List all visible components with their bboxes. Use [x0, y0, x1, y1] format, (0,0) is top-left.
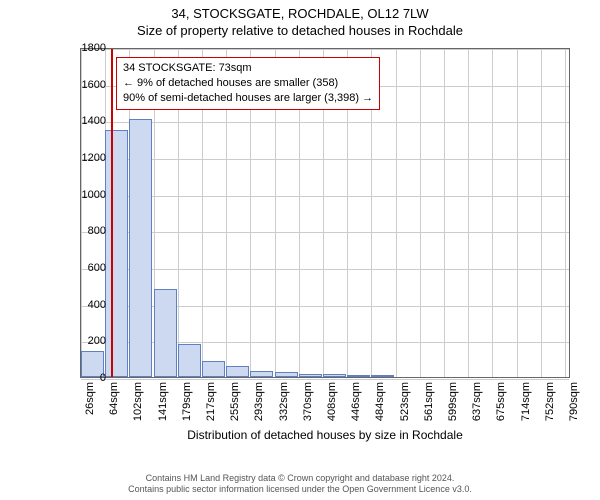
- histogram-bar: [371, 375, 394, 377]
- x-axis-label: Distribution of detached houses by size …: [80, 428, 570, 442]
- histogram-bar: [154, 289, 177, 377]
- histogram-bar: [129, 119, 152, 378]
- y-tick-label: 1200: [66, 152, 106, 164]
- title-subtitle: Size of property relative to detached ho…: [0, 23, 600, 38]
- annotation-box: 34 STOCKSGATE: 73sqm← 9% of detached hou…: [116, 57, 380, 110]
- y-tick-label: 400: [66, 299, 106, 311]
- gridline-v: [541, 49, 542, 377]
- y-tick-label: 1600: [66, 79, 106, 91]
- y-tick-label: 1400: [66, 115, 106, 127]
- histogram-bar: [178, 344, 201, 377]
- gridline-v: [81, 49, 82, 377]
- y-tick-label: 1800: [66, 42, 106, 54]
- histogram-bar: [250, 371, 273, 377]
- chart-container: Number of detached properties 34 STOCKSG…: [50, 48, 570, 428]
- y-tick-label: 200: [66, 335, 106, 347]
- plot-area: 34 STOCKSGATE: 73sqm← 9% of detached hou…: [80, 48, 570, 378]
- histogram-bar: [323, 374, 346, 377]
- gridline-v: [420, 49, 421, 377]
- gridline-v: [396, 49, 397, 377]
- reference-line: [111, 49, 113, 377]
- y-tick-label: 1000: [66, 189, 106, 201]
- annotation-line2: ← 9% of detached houses are smaller (358…: [123, 76, 373, 91]
- gridline-v: [468, 49, 469, 377]
- annotation-line1: 34 STOCKSGATE: 73sqm: [123, 61, 373, 76]
- histogram-bar: [226, 366, 249, 377]
- chart-title-block: 34, STOCKSGATE, ROCHDALE, OL12 7LW Size …: [0, 0, 600, 38]
- gridline-h: [81, 379, 569, 380]
- histogram-bar: [299, 374, 322, 377]
- histogram-bar: [347, 375, 370, 377]
- gridline-v: [444, 49, 445, 377]
- annotation-line3: 90% of semi-detached houses are larger (…: [123, 91, 373, 106]
- gridline-v: [565, 49, 566, 377]
- histogram-bar: [275, 372, 298, 377]
- y-tick-label: 800: [66, 225, 106, 237]
- title-address: 34, STOCKSGATE, ROCHDALE, OL12 7LW: [0, 6, 600, 21]
- gridline-v: [517, 49, 518, 377]
- histogram-bar: [202, 361, 225, 378]
- footer-attribution: Contains HM Land Registry data © Crown c…: [0, 473, 600, 496]
- footer-line2: Contains public sector information licen…: [0, 484, 600, 496]
- histogram-bar: [105, 130, 128, 378]
- gridline-v: [492, 49, 493, 377]
- y-tick-label: 600: [66, 262, 106, 274]
- footer-line1: Contains HM Land Registry data © Crown c…: [0, 473, 600, 485]
